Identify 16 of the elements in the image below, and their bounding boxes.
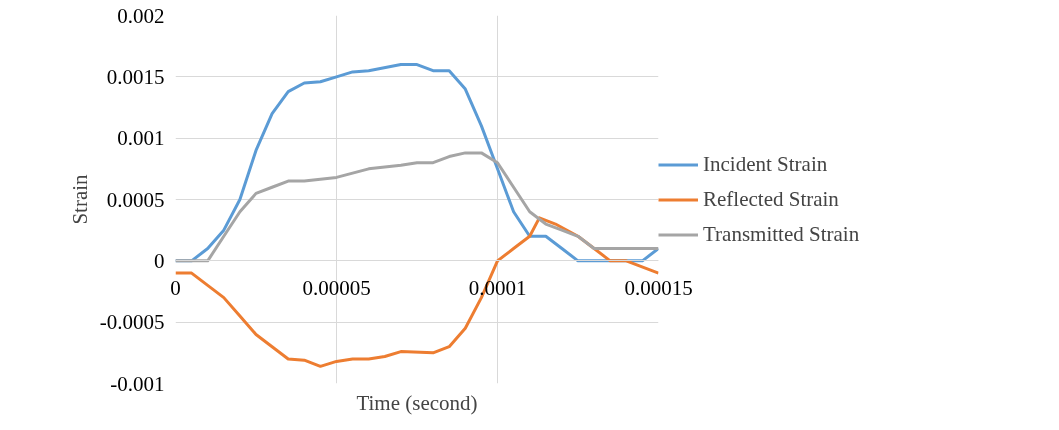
x-tick-label: 0.00005: [302, 275, 371, 300]
legend-label: Reflected Strain: [703, 186, 839, 212]
y-tick-label: -0.001: [110, 371, 165, 396]
legend-label: Transmitted Strain: [703, 221, 860, 247]
y-tick-label: 0.0005: [106, 187, 165, 212]
y-tick-label: 0.0015: [106, 64, 165, 89]
line-series: [175, 151, 659, 263]
y-tick-label: -0.0005: [99, 310, 165, 335]
x-tick-label: 0: [170, 275, 181, 300]
y-tick-label: 0.001: [117, 126, 165, 151]
x-tick-label: 0.00015: [624, 275, 693, 300]
y-axis-title: Strain: [67, 173, 92, 225]
y-tick-label: 0.002: [117, 3, 165, 28]
y-tick-label: 0: [154, 248, 165, 273]
legend-label: Incident Strain: [703, 151, 828, 177]
x-axis-title: Time (second): [356, 390, 478, 415]
